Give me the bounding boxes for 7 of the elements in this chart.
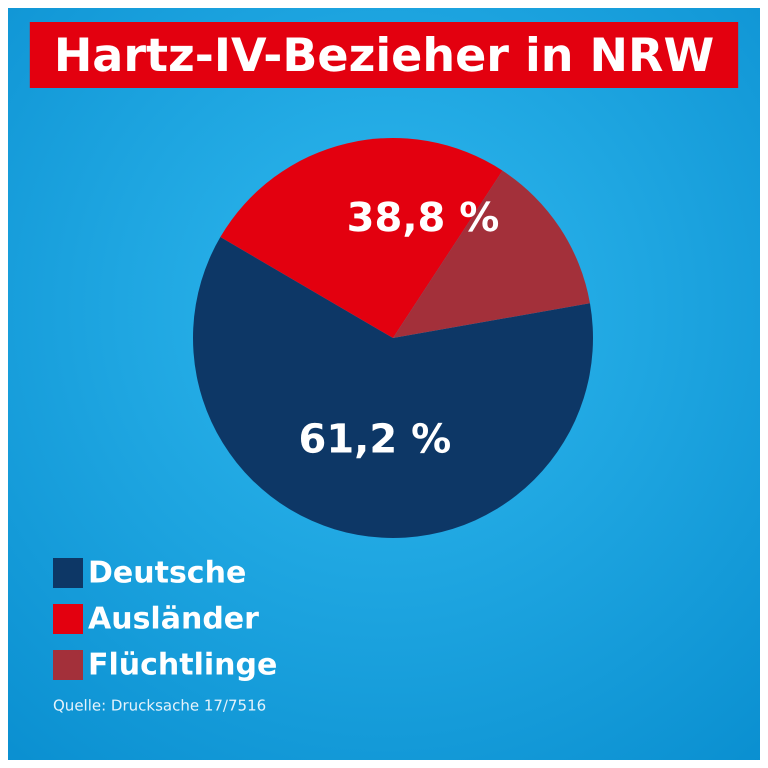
legend-label: Deutsche — [88, 556, 246, 590]
chart-title: Hartz-IV-Bezieher in NRW — [54, 28, 714, 82]
text: 38,8 % — [346, 195, 500, 241]
source-note: Quelle: Drucksache 17/7516 — [53, 696, 266, 714]
legend-label: Ausländer — [88, 602, 260, 636]
legend-label: Flüchtlinge — [88, 648, 278, 682]
data-label: 61,2 % — [298, 416, 452, 462]
